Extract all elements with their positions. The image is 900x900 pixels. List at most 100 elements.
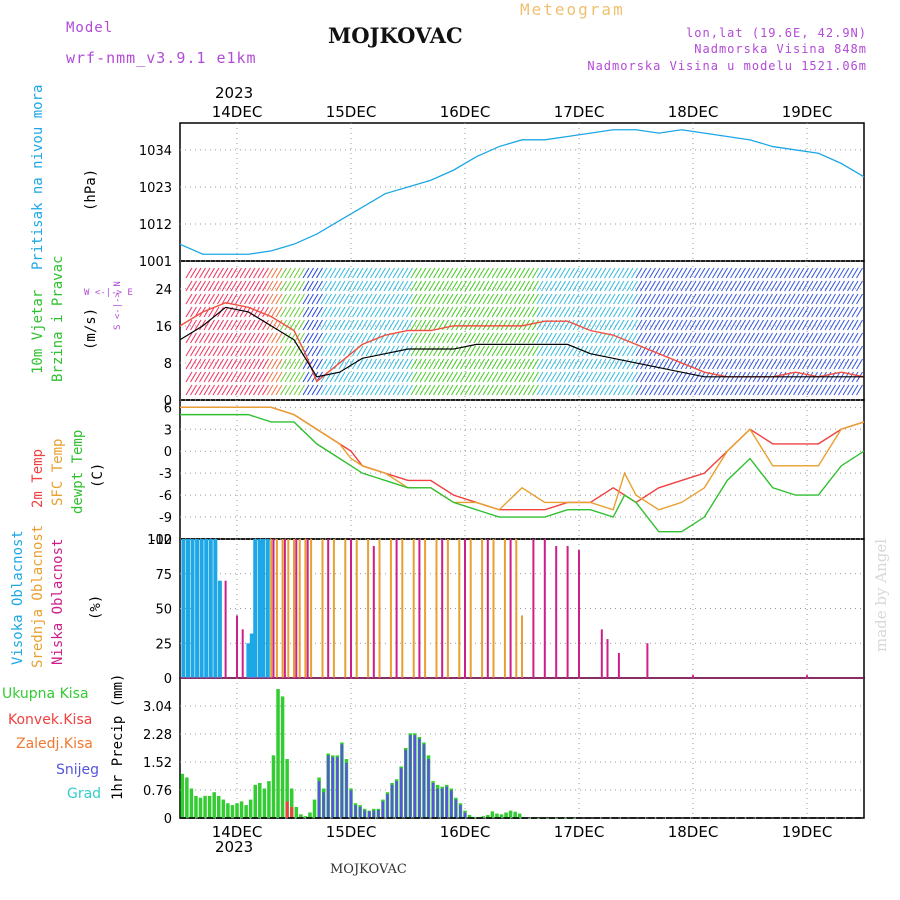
wind-barb <box>482 384 490 396</box>
wind-barb <box>847 319 854 331</box>
wind-barb <box>464 384 472 396</box>
wind-barb <box>847 358 854 370</box>
wind-barb <box>199 345 206 357</box>
wind-barb <box>779 384 787 396</box>
cloud-bar-1 <box>298 539 301 678</box>
wind-barb <box>194 267 202 279</box>
wind-barb <box>775 345 782 357</box>
wind-barb <box>257 319 265 331</box>
wind-barb <box>532 267 539 279</box>
wind-barb <box>356 345 364 357</box>
wind-barb <box>761 306 769 318</box>
wind-barb <box>541 345 548 357</box>
wind-barb <box>401 345 409 357</box>
cloud-bar-1 <box>281 539 284 678</box>
wind-barb <box>559 358 566 370</box>
wind-barb <box>698 332 706 344</box>
cloud-bar-2 <box>543 539 546 678</box>
wind-barb <box>586 293 593 305</box>
wind-barb <box>658 371 665 383</box>
wind-barb <box>622 293 629 305</box>
wind-barb <box>500 319 508 331</box>
wind-barb <box>185 332 193 344</box>
wind-barb <box>532 319 539 331</box>
wind-barb <box>653 319 661 331</box>
wind-barb <box>568 345 575 357</box>
wind-barb <box>433 306 440 318</box>
wind-barb <box>806 332 814 344</box>
wind-barb <box>662 293 670 305</box>
wind-barb <box>640 384 647 396</box>
wind-barb <box>847 384 854 396</box>
wind-barb <box>446 293 454 305</box>
wind-barb <box>536 267 544 279</box>
precip-bar-0 <box>312 799 317 818</box>
wind-barb <box>352 384 359 396</box>
wind-barb <box>464 280 472 292</box>
wind-barb <box>217 371 224 383</box>
wind-barb <box>617 384 625 396</box>
wind-barb <box>455 358 463 370</box>
wind-barb <box>698 358 706 370</box>
wind-barb <box>545 267 553 279</box>
wind-barb <box>262 280 269 292</box>
wind-barb <box>469 371 476 383</box>
x-tick-top-15DEC: 15DEC <box>326 103 377 121</box>
wind-barb <box>203 280 211 292</box>
wind-barb <box>644 332 652 344</box>
wind-barb <box>617 306 625 318</box>
wind-barb <box>757 306 764 318</box>
wind-barb <box>325 306 332 318</box>
wind-barb <box>806 319 814 331</box>
precip-bar-2 <box>427 759 430 818</box>
wind-barb <box>491 384 499 396</box>
wind-barb <box>275 371 283 383</box>
wind-barb <box>644 384 652 396</box>
wind-barb <box>739 332 746 344</box>
wind-barb <box>572 306 580 318</box>
wind-barb <box>649 306 656 318</box>
wind-barb <box>685 280 692 292</box>
wind-barb <box>185 280 193 292</box>
wind-barb <box>739 306 746 318</box>
wind-barb <box>478 293 485 305</box>
wind-barb <box>644 319 652 331</box>
wind-barb <box>514 332 521 344</box>
wind-barb <box>793 358 800 370</box>
wind-barb <box>500 358 508 370</box>
wind-barb <box>541 371 548 383</box>
wind-barb <box>788 345 796 357</box>
wind-barb <box>851 267 859 279</box>
wind-barb <box>271 358 278 370</box>
wind-barb <box>388 293 395 305</box>
wind-barb <box>460 371 467 383</box>
wind-barb <box>491 319 499 331</box>
wind-barb <box>680 345 688 357</box>
year-top: 2023 <box>215 84 254 102</box>
wind-barb <box>487 384 494 396</box>
wind-barb <box>626 319 634 331</box>
wind-barb <box>491 293 499 305</box>
precip-bar-2 <box>390 784 394 818</box>
wind-barb <box>473 345 481 357</box>
wind-barb <box>446 306 454 318</box>
wind-barb <box>424 267 431 279</box>
wind-barb <box>595 293 602 305</box>
wind-barb <box>334 332 341 344</box>
wind-barb <box>514 293 521 305</box>
wind-barb <box>311 345 319 357</box>
wind-barb <box>469 345 476 357</box>
wind-barb <box>721 358 728 370</box>
wind-barb <box>509 384 517 396</box>
wind-barb <box>743 384 751 396</box>
wind-barb <box>703 345 710 357</box>
wind-barb <box>604 384 611 396</box>
wind-barb <box>797 345 805 357</box>
wind-barb <box>554 293 562 305</box>
wind-barb <box>419 267 427 279</box>
wind-barb <box>208 319 215 331</box>
wind-barb <box>428 319 436 331</box>
wind-barb <box>208 306 215 318</box>
wind-barb <box>451 319 458 331</box>
wind-barb <box>685 332 692 344</box>
